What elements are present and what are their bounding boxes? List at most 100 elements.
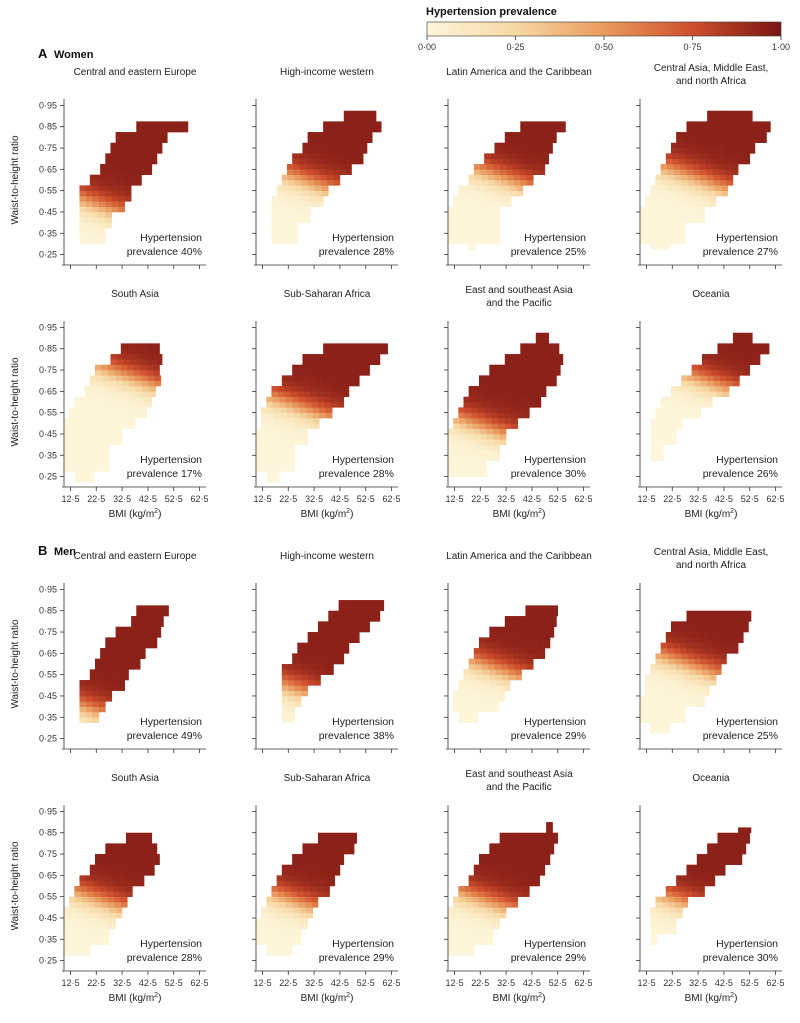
heatmap-cell xyxy=(94,896,102,903)
heatmap-cell xyxy=(281,460,289,467)
heatmap-cell xyxy=(460,433,468,440)
heatmap-cell xyxy=(665,637,673,643)
heatmap-cell xyxy=(466,695,473,702)
heatmap-cell xyxy=(122,137,129,143)
heatmap-cell xyxy=(275,428,283,435)
heatmap-cells xyxy=(79,605,169,723)
heatmap-cell xyxy=(140,364,147,371)
heatmap-cell xyxy=(709,391,717,397)
heatmap-cell xyxy=(725,164,732,170)
heatmap-cell xyxy=(79,206,87,213)
heatmap-cell xyxy=(288,460,296,467)
heatmap-cell xyxy=(681,174,689,181)
heatmap-cell xyxy=(74,471,82,477)
heatmap-cell xyxy=(343,370,351,376)
heatmap-cell xyxy=(500,880,508,887)
heatmap-cell xyxy=(275,465,283,472)
heatmap-cell xyxy=(144,616,151,622)
heatmap-cell xyxy=(85,685,93,691)
heatmap-cell xyxy=(308,880,316,887)
heatmap-cell xyxy=(115,417,123,424)
heatmap-cell xyxy=(553,364,561,371)
heatmap-cell xyxy=(262,917,270,924)
heatmap-cell xyxy=(279,944,286,951)
heatmap-cell xyxy=(482,402,490,408)
heatmap-cell xyxy=(454,912,462,919)
heatmap-cell xyxy=(115,439,123,445)
heatmap-cell xyxy=(640,233,647,239)
heatmap-cell xyxy=(79,190,87,197)
heatmap-cell xyxy=(517,621,525,627)
heatmap-cell xyxy=(256,928,263,935)
heatmap-cell xyxy=(499,864,507,871)
heatmap-cell xyxy=(687,407,695,413)
heatmap-cells xyxy=(640,110,771,250)
heatmap-cell xyxy=(709,142,717,149)
heatmap-cell xyxy=(485,637,493,643)
heatmap-cell xyxy=(448,944,455,951)
heatmap-cell xyxy=(534,848,542,855)
heatmap-cell xyxy=(507,180,515,186)
heatmap-cell xyxy=(663,907,670,913)
heatmap-cell xyxy=(351,600,359,606)
heatmap-cell xyxy=(96,380,104,387)
heatmap-cell xyxy=(92,238,100,245)
heatmap-cell xyxy=(480,169,488,175)
heatmap-cell xyxy=(454,233,462,239)
x-axis-label-sup: 2 xyxy=(730,508,734,515)
y-tick-label: 0·75 xyxy=(39,143,57,153)
heatmap-cell xyxy=(520,180,528,186)
heatmap-cell xyxy=(147,864,155,871)
heatmap-cell xyxy=(651,685,659,691)
heatmap-cell xyxy=(105,880,113,887)
heatmap-cell xyxy=(651,674,659,681)
heatmap-cell xyxy=(707,116,714,122)
heatmap-cell xyxy=(696,674,704,681)
heatmap-cell xyxy=(310,648,317,654)
heatmap-cell xyxy=(519,653,526,659)
heatmap-cell xyxy=(655,896,663,903)
x-tick-label: 62·5 xyxy=(767,978,785,988)
heatmap-cell xyxy=(293,412,301,419)
heatmap-cell xyxy=(367,610,374,617)
heatmap-cell xyxy=(329,343,337,350)
heatmap-cell xyxy=(460,907,468,913)
heatmap-cell xyxy=(181,121,189,128)
heatmap-cell xyxy=(537,642,544,649)
heatmap-cell xyxy=(317,158,325,165)
heatmap-cell xyxy=(101,901,109,908)
heatmap-cell xyxy=(734,354,741,360)
prevalence-annotation: Hypertension prevalence 26% xyxy=(703,454,778,480)
heatmap-cell xyxy=(466,690,473,697)
heatmap-cell xyxy=(286,407,294,413)
x-tick-label: 42·5 xyxy=(331,978,349,988)
heatmap-cell xyxy=(472,423,480,429)
heatmap-cell xyxy=(113,402,120,408)
heatmap-cell xyxy=(705,648,713,654)
heatmap-cell xyxy=(359,137,367,143)
heatmap-cell xyxy=(454,206,462,213)
heatmap-cell xyxy=(526,880,534,887)
heatmap-cell xyxy=(471,407,478,413)
heatmap-cell xyxy=(730,343,738,350)
heatmap-cell xyxy=(120,658,128,665)
heatmap-cell xyxy=(663,428,670,435)
heatmap-cell xyxy=(467,455,475,461)
heatmap-cell xyxy=(79,875,87,881)
heatmap-cell xyxy=(460,460,468,467)
prevalence-annotation-line: prevalence 30% xyxy=(511,468,586,480)
heatmap-cell xyxy=(743,348,751,355)
heatmap-cell xyxy=(459,690,467,697)
heatmap-cell xyxy=(292,859,299,865)
heatmap-cell xyxy=(92,195,100,202)
heatmap-cell xyxy=(290,891,298,897)
heatmap-cell xyxy=(262,439,270,445)
heatmap-cell xyxy=(690,685,698,691)
heatmap-cell xyxy=(323,886,330,892)
heatmap-cell xyxy=(128,864,136,871)
heatmap-cell xyxy=(315,148,323,154)
heatmap-cell xyxy=(149,148,156,154)
heatmap-cell xyxy=(681,896,689,903)
heatmap-cell xyxy=(478,690,486,697)
heatmap-cell xyxy=(298,901,306,908)
